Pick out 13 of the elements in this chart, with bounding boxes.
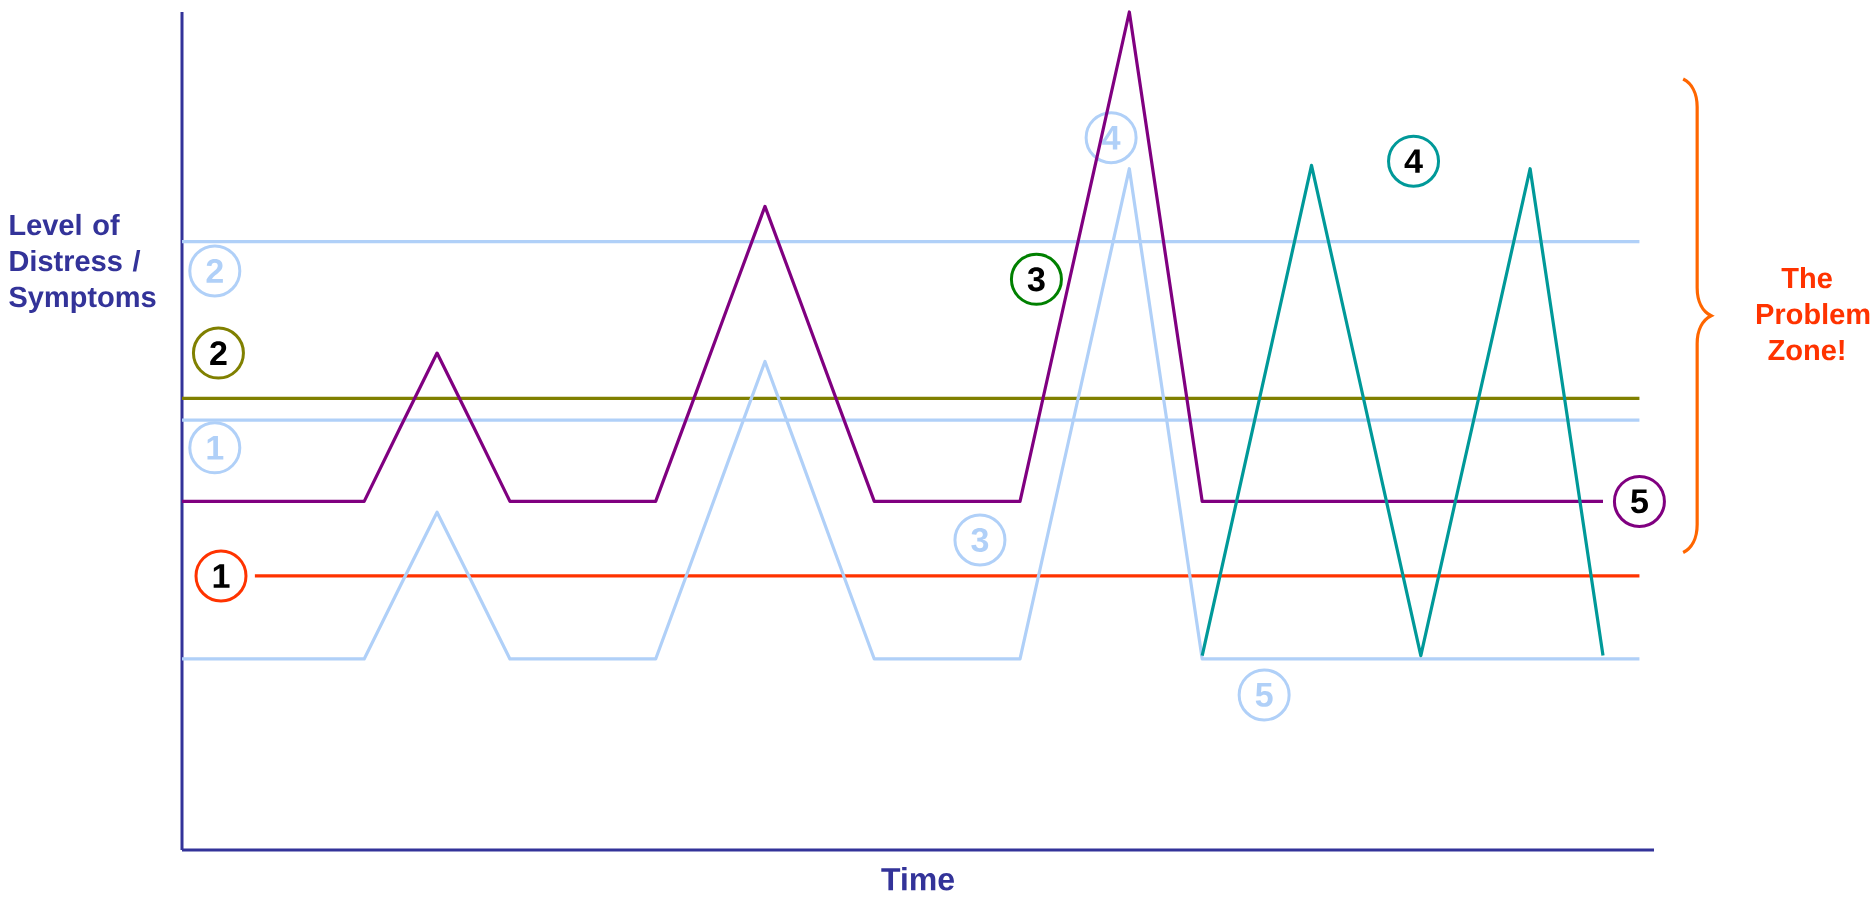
annotation: 2 — [206, 259, 223, 283]
annotation: 5 — [1631, 489, 1648, 514]
y-axis-title: Level of Distress / Symptoms — [9, 213, 156, 313]
annotation: 4 — [1404, 149, 1423, 173]
annotation: 3 — [1027, 267, 1045, 292]
x-axis-title: Time — [881, 867, 954, 891]
annotation: 4 — [1102, 126, 1121, 150]
annotation: 3 — [971, 527, 989, 552]
text: The Problem Zone! — [1756, 267, 1870, 361]
annotation: 1 — [213, 564, 230, 588]
annotation: 1 — [207, 436, 224, 460]
annotation: 5 — [1255, 683, 1273, 707]
annotation: 2 — [210, 341, 227, 365]
